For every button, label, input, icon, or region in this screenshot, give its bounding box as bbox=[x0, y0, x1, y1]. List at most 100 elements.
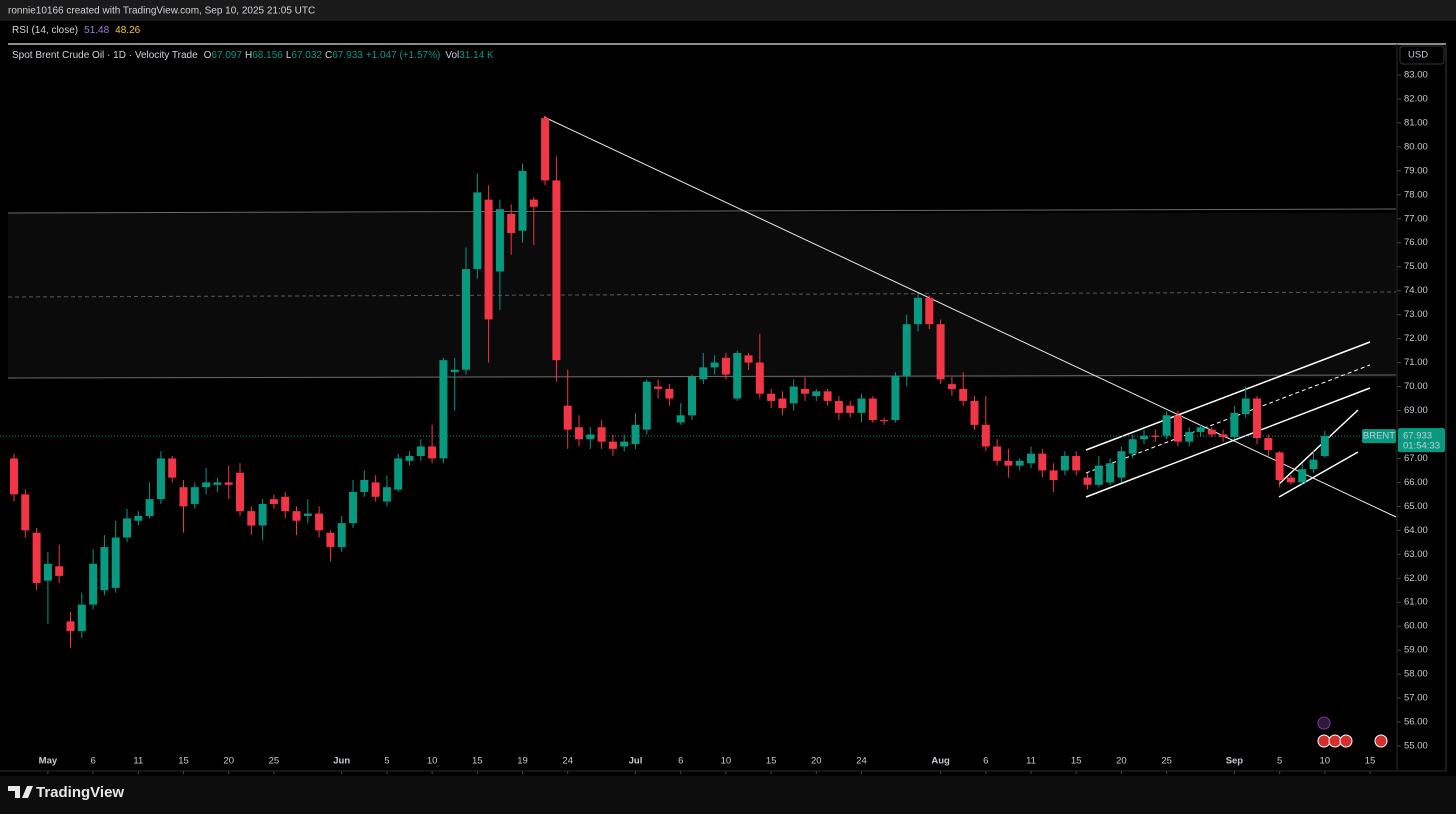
candle-body bbox=[269, 499, 278, 504]
ohlc-value: 67.097 bbox=[211, 50, 242, 61]
candle-body bbox=[394, 458, 403, 490]
x-tick-label: 20 bbox=[1116, 756, 1127, 767]
x-tick-label: 6 bbox=[983, 756, 988, 767]
candle-body bbox=[744, 355, 753, 363]
y-tick-label: 55.00 bbox=[1404, 741, 1428, 752]
event-icon[interactable] bbox=[1317, 716, 1331, 730]
candle-body bbox=[563, 405, 572, 430]
y-tick-label: 78.00 bbox=[1404, 189, 1428, 200]
candle-body bbox=[710, 362, 719, 368]
x-tick-label: 15 bbox=[1365, 756, 1376, 767]
credit: ronnie10166 created with TradingView.com… bbox=[8, 6, 315, 17]
x-tick-label: 20 bbox=[223, 756, 234, 767]
candle-body bbox=[179, 487, 188, 507]
y-tick-label: 74.00 bbox=[1404, 285, 1428, 296]
ohlc-key: L bbox=[286, 50, 292, 61]
candle-body bbox=[665, 388, 674, 399]
ohlc-value: 67.032 bbox=[291, 50, 322, 61]
y-tick-label: 73.00 bbox=[1404, 309, 1428, 320]
event-icon[interactable] bbox=[1339, 734, 1353, 748]
candle-body bbox=[1049, 470, 1058, 480]
candle-body bbox=[529, 199, 538, 207]
candle-body bbox=[1140, 435, 1149, 440]
candle-body bbox=[1083, 477, 1092, 485]
candle-body bbox=[1151, 435, 1160, 437]
y-tick-label: 79.00 bbox=[1404, 165, 1428, 176]
candle-body bbox=[642, 381, 651, 430]
candle-body bbox=[236, 472, 245, 512]
candle-body bbox=[1173, 415, 1182, 442]
symbol: Spot Brent Crude Oil · 1D · Velocity Tra… bbox=[12, 50, 198, 61]
candle-body bbox=[168, 458, 177, 478]
candle-body bbox=[1275, 452, 1284, 480]
candle-body bbox=[699, 367, 708, 380]
ohlc-value: 67.933 bbox=[332, 50, 363, 61]
ohlc-value: 68.156 bbox=[252, 50, 283, 61]
change: +1.047 (+1.57%) bbox=[366, 50, 441, 61]
candle-body bbox=[450, 369, 459, 373]
candle-body bbox=[281, 496, 290, 512]
y-tick-label: 67.00 bbox=[1404, 453, 1428, 464]
header-bar bbox=[0, 0, 1456, 21]
candle-body bbox=[914, 297, 923, 325]
candle-body bbox=[224, 482, 233, 485]
candle-body bbox=[1117, 451, 1126, 478]
candle-body bbox=[541, 118, 550, 181]
y-tick-label: 62.00 bbox=[1404, 573, 1428, 584]
candle-body bbox=[1128, 439, 1137, 454]
candle-body bbox=[1230, 412, 1239, 437]
candle-body bbox=[1072, 456, 1081, 471]
candle-body bbox=[145, 499, 154, 516]
candle-body bbox=[213, 482, 222, 485]
event-icon[interactable] bbox=[1374, 734, 1388, 748]
x-tick-label: 25 bbox=[1161, 756, 1172, 767]
candle-body bbox=[936, 324, 945, 380]
x-tick-label: 5 bbox=[1277, 756, 1282, 767]
ticker: BRENT bbox=[1363, 431, 1395, 442]
ohlc-key: O bbox=[204, 50, 212, 61]
x-tick-label: 10 bbox=[1320, 756, 1331, 767]
candle-body bbox=[43, 563, 52, 581]
candle-body bbox=[303, 513, 312, 516]
zone bbox=[8, 213, 1396, 378]
x-tick-label: Sep bbox=[1226, 756, 1244, 767]
candle-body bbox=[778, 398, 787, 409]
candle-body bbox=[970, 400, 979, 425]
y-tick-label: 60.00 bbox=[1404, 621, 1428, 632]
indicator-legend: RSI (14, close) 51.48 48.26 bbox=[12, 25, 141, 36]
y-tick-label: 72.00 bbox=[1404, 333, 1428, 344]
x-tick-label: 15 bbox=[766, 756, 777, 767]
candle-body bbox=[1015, 460, 1024, 466]
candle-body bbox=[55, 566, 64, 576]
event-icon[interactable] bbox=[1328, 734, 1342, 748]
currency-button[interactable] bbox=[1399, 45, 1445, 65]
candle-body bbox=[1286, 477, 1295, 483]
currency[interactable]: USD bbox=[1408, 50, 1428, 61]
candle-body bbox=[891, 375, 900, 421]
candle-body bbox=[32, 532, 41, 584]
candle-body bbox=[654, 386, 663, 389]
y-tick-label: 69.00 bbox=[1404, 405, 1428, 416]
candle-body bbox=[1241, 398, 1250, 415]
candle-body bbox=[77, 604, 86, 631]
candle-body bbox=[326, 532, 335, 548]
candle-body bbox=[688, 376, 697, 416]
candle-body bbox=[111, 537, 120, 588]
candle-body bbox=[733, 352, 742, 399]
candle-body bbox=[495, 209, 504, 272]
x-tick-label: 10 bbox=[721, 756, 732, 767]
y-tick-label: 80.00 bbox=[1404, 141, 1428, 152]
x-tick-label: 6 bbox=[678, 756, 683, 767]
y-tick-label: 56.00 bbox=[1404, 717, 1428, 728]
candle-body bbox=[755, 362, 764, 394]
x-tick-label: 24 bbox=[856, 756, 867, 767]
candle-body bbox=[1264, 438, 1273, 451]
y-tick-label: 75.00 bbox=[1404, 261, 1428, 272]
candles bbox=[10, 115, 1329, 648]
y-tick-label: 71.00 bbox=[1404, 357, 1428, 368]
zone-edge bbox=[7, 208, 1397, 214]
trend-line bbox=[543, 116, 1397, 518]
y-tick-label: 70.00 bbox=[1404, 381, 1428, 392]
event-icon[interactable] bbox=[1317, 734, 1331, 748]
